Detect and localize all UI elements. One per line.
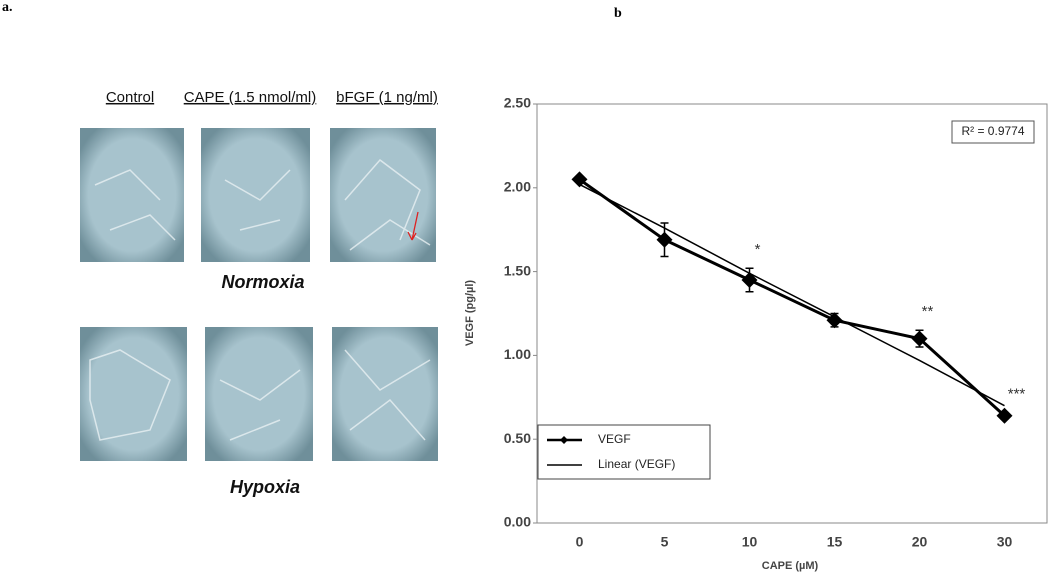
condition-label: Normoxia [221,272,304,292]
micrograph [330,128,436,262]
micrograph [80,327,187,461]
significance: ** [922,303,934,320]
micrograph [80,128,184,262]
marker [571,171,588,188]
micrograph [201,128,310,262]
r-squared: R² = 0.9774 [961,124,1024,138]
panel-label: b [614,6,622,21]
significance: *** [1008,385,1026,402]
marker [996,407,1013,424]
chart: VEGF (pg/µl) CAPE (µM) R² = 0.9774 0.00 0… [464,95,1048,572]
x-axis-label: CAPE (µM) [762,560,819,572]
y-tick-label: 1.50 [504,262,531,278]
r-squared-box [951,120,1035,144]
x-tick-label: 15 [827,534,843,550]
arrow [407,211,419,241]
x-tick-label: 30 [997,534,1013,550]
column-header: CAPE (1.5 nmol/ml) [184,89,317,106]
y-tick-label: 1.00 [504,346,531,362]
micrograph [332,327,438,461]
series-line [578,178,1006,417]
plot-frame [536,103,1048,524]
micrograph-panel: Control CAPE (1.5 nmol/ml) bFGF (1 ng/ml… [80,89,438,497]
x-tick-label: 5 [661,534,669,550]
texture [89,349,431,441]
marker [656,231,673,248]
panel-label: a. [2,0,13,15]
y-tick-label: 0.50 [504,430,531,446]
marker [911,330,928,347]
legend-label: Linear (VEGF) [598,457,675,471]
trend-line [579,183,1005,407]
legend-marker [560,436,568,444]
y-tick-label: 2.00 [504,179,531,195]
column-header: Control [106,89,154,106]
marker [826,312,843,329]
column-header: bFGF (1 ng/ml) [336,89,438,106]
x-tick-label: 10 [742,534,758,550]
y-tick-label: 2.50 [504,95,531,111]
condition-label: Hypoxia [230,477,300,497]
texture [94,158,431,251]
significance: * [755,241,761,258]
micrograph-row [80,327,438,461]
y-tick-label: 0.00 [504,514,531,530]
x-tick-label: 20 [912,534,928,550]
micrograph-row [80,128,436,262]
legend [537,424,711,480]
y-axis-label: VEGF (pg/µl) [464,280,476,347]
x-tick-label: 0 [576,534,584,550]
marker [741,271,758,288]
legend-label: VEGF [598,432,631,446]
micrograph [205,327,313,461]
